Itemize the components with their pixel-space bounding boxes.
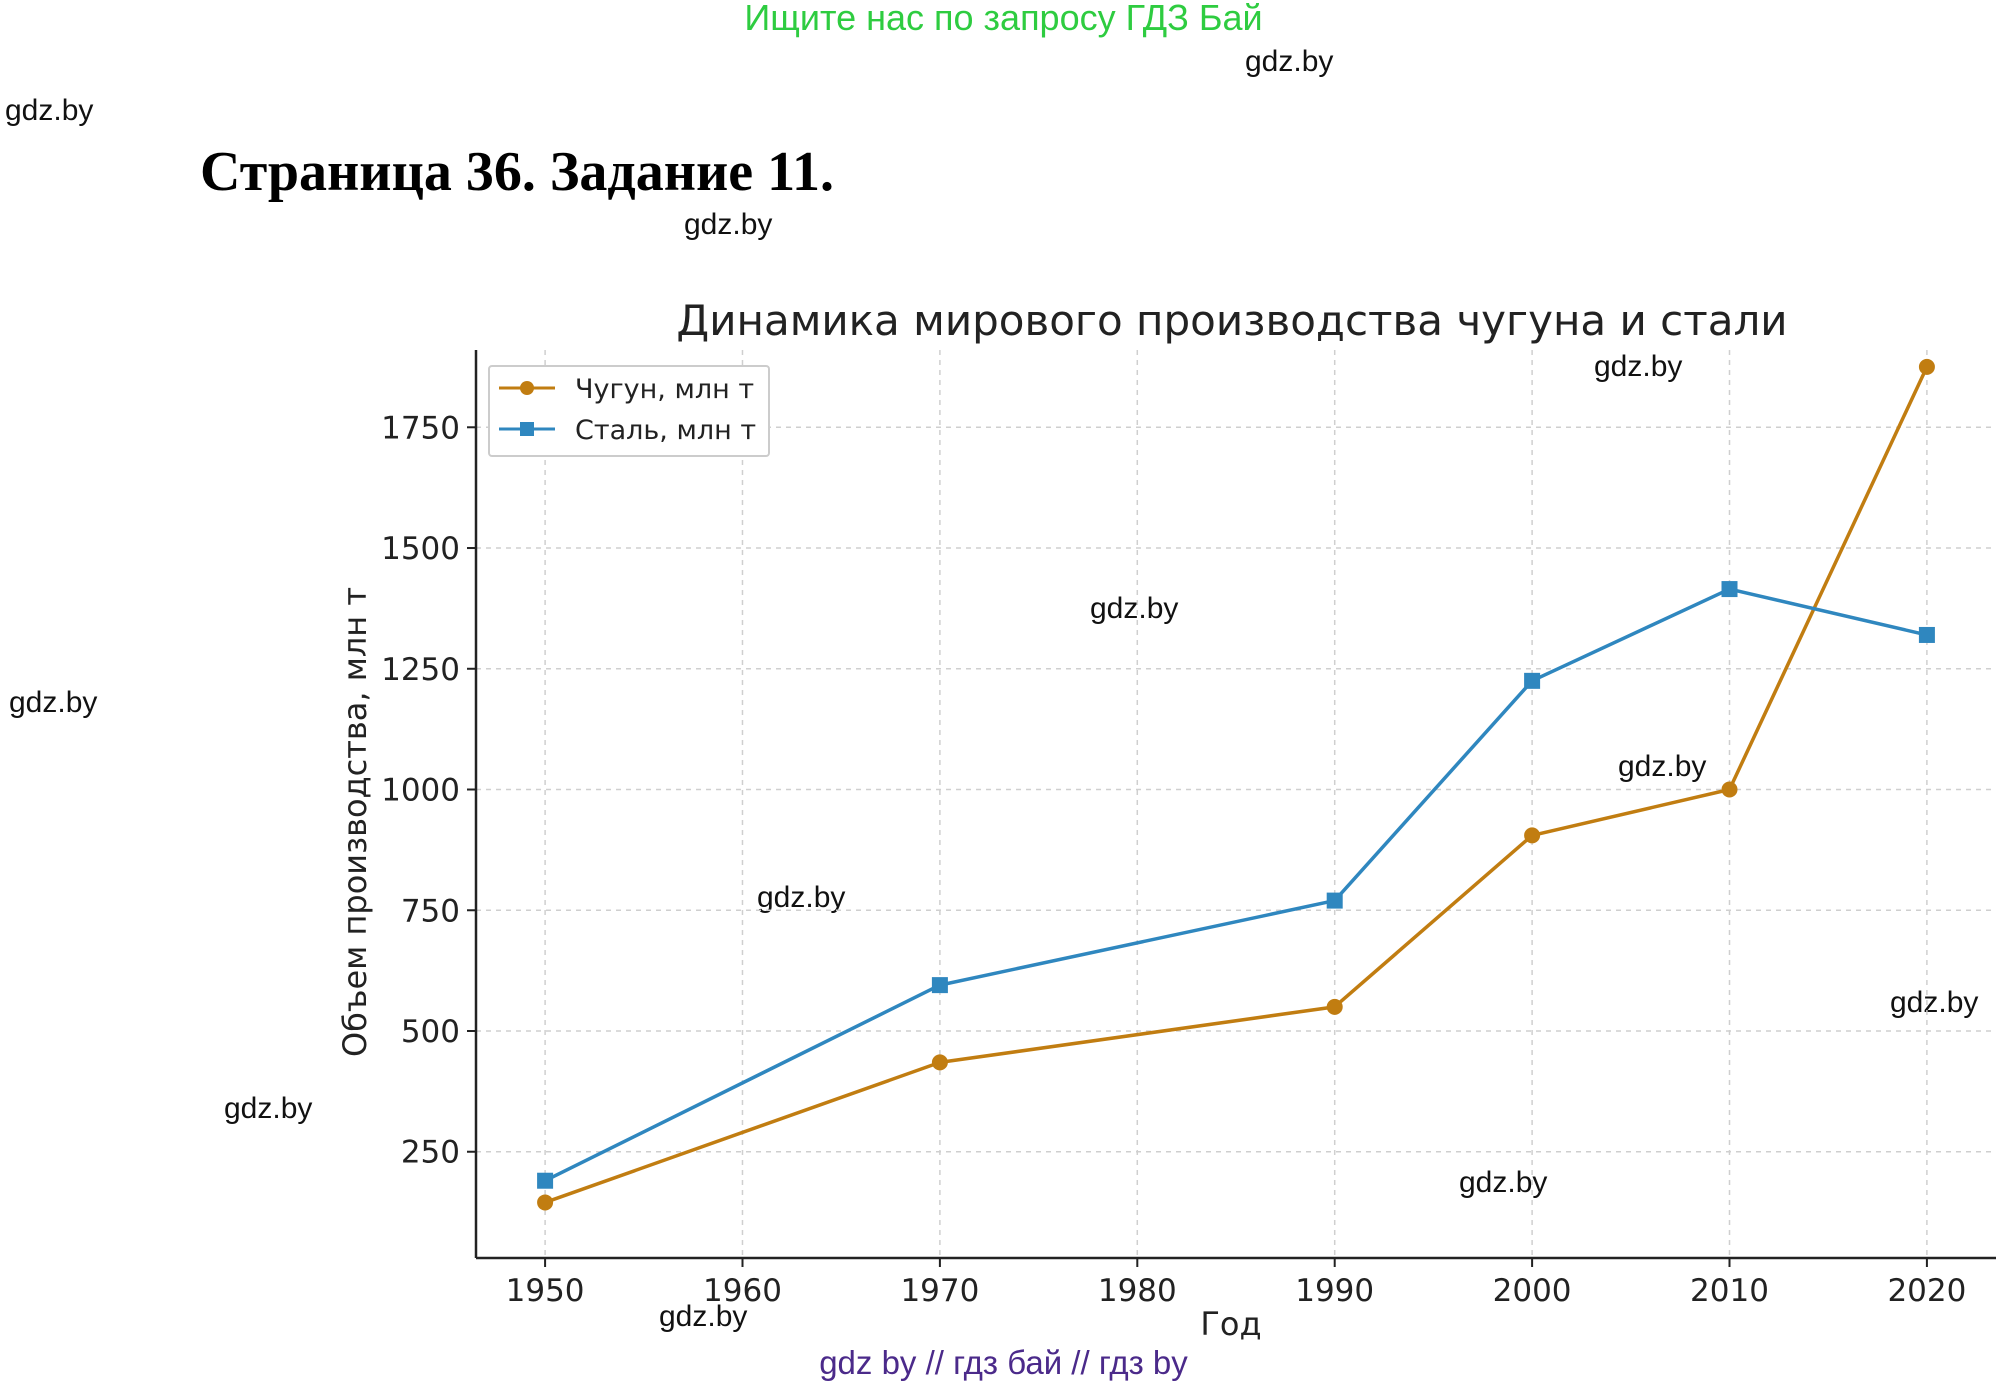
x-tick-label: 1960 [703, 1273, 782, 1309]
watermark: gdz.by [757, 881, 846, 914]
y-tick-label: 1500 [381, 531, 460, 567]
legend-swatch-marker [520, 422, 534, 436]
y-axis-label: Объем производства, млн т [336, 587, 374, 1057]
watermark: gdz.by [224, 1092, 313, 1125]
y-tick-label: 750 [401, 893, 460, 929]
x-tick-label: 2000 [1493, 1273, 1572, 1309]
watermark: gdz.by [684, 208, 773, 241]
legend-label: Сталь, млн т [575, 415, 756, 446]
watermark: gdz.by [9, 686, 98, 719]
y-tick-label: 1000 [381, 773, 460, 809]
y-tick-label: 250 [401, 1135, 460, 1171]
legend-box [488, 365, 770, 457]
data-point [1918, 626, 1935, 643]
chart-ticks: 1950 1960 1970 1980 1990 2000 2010 2020 250 500 75… [381, 410, 1966, 1309]
data-point [1918, 358, 1935, 375]
x-tick-label: 1980 [1098, 1273, 1177, 1309]
data-point [931, 1054, 948, 1071]
series-line-1 [544, 366, 1929, 1205]
data-point [537, 1172, 554, 1189]
data-point [1524, 827, 1541, 844]
x-tick-label: 1990 [1295, 1273, 1374, 1309]
chart-title: Динамика мирового производства чугуна и … [676, 296, 1787, 345]
data-point [1326, 998, 1343, 1015]
chart-series [537, 358, 1935, 1211]
x-tick-label: 1950 [506, 1273, 585, 1309]
search-banner: Ищите нас по запросу ГДЗ Бай [744, 0, 1263, 38]
footer-links: gdz by // гдз бай // гдз by [819, 1344, 1188, 1381]
data-point [537, 1194, 554, 1211]
series-line-2 [544, 587, 1928, 1183]
data-point [1326, 892, 1343, 909]
watermark: gdz.by [1594, 350, 1683, 383]
data-point [1721, 581, 1738, 598]
y-tick-label: 1750 [381, 410, 460, 446]
watermark: gdz.by [1890, 986, 1979, 1019]
x-tick-label: 2020 [1887, 1273, 1966, 1309]
x-tick-label: 2010 [1690, 1273, 1769, 1309]
chart-grid [476, 350, 1996, 1258]
chart-axes [474, 350, 1996, 1260]
data-point [1524, 672, 1541, 689]
x-tick-label: 1970 [900, 1273, 979, 1309]
chart-legend: Чугун, млн т Сталь, млн т [488, 365, 770, 457]
watermark: gdz.by [1090, 592, 1179, 625]
page-heading: Страница 36. Задание 11. [200, 141, 835, 203]
watermark: gdz.by [1618, 750, 1707, 783]
y-tick-label: 500 [401, 1014, 460, 1050]
data-point [1721, 781, 1738, 798]
y-tick-label: 1250 [381, 652, 460, 688]
x-axis-label: Год [1200, 1305, 1261, 1343]
watermark: gdz.by [5, 94, 94, 127]
watermark: gdz.by [1245, 45, 1334, 78]
legend-swatch-marker [520, 381, 534, 395]
legend-label: Чугун, млн т [575, 374, 754, 405]
watermark: gdz.by [659, 1300, 748, 1333]
data-point [931, 977, 948, 994]
